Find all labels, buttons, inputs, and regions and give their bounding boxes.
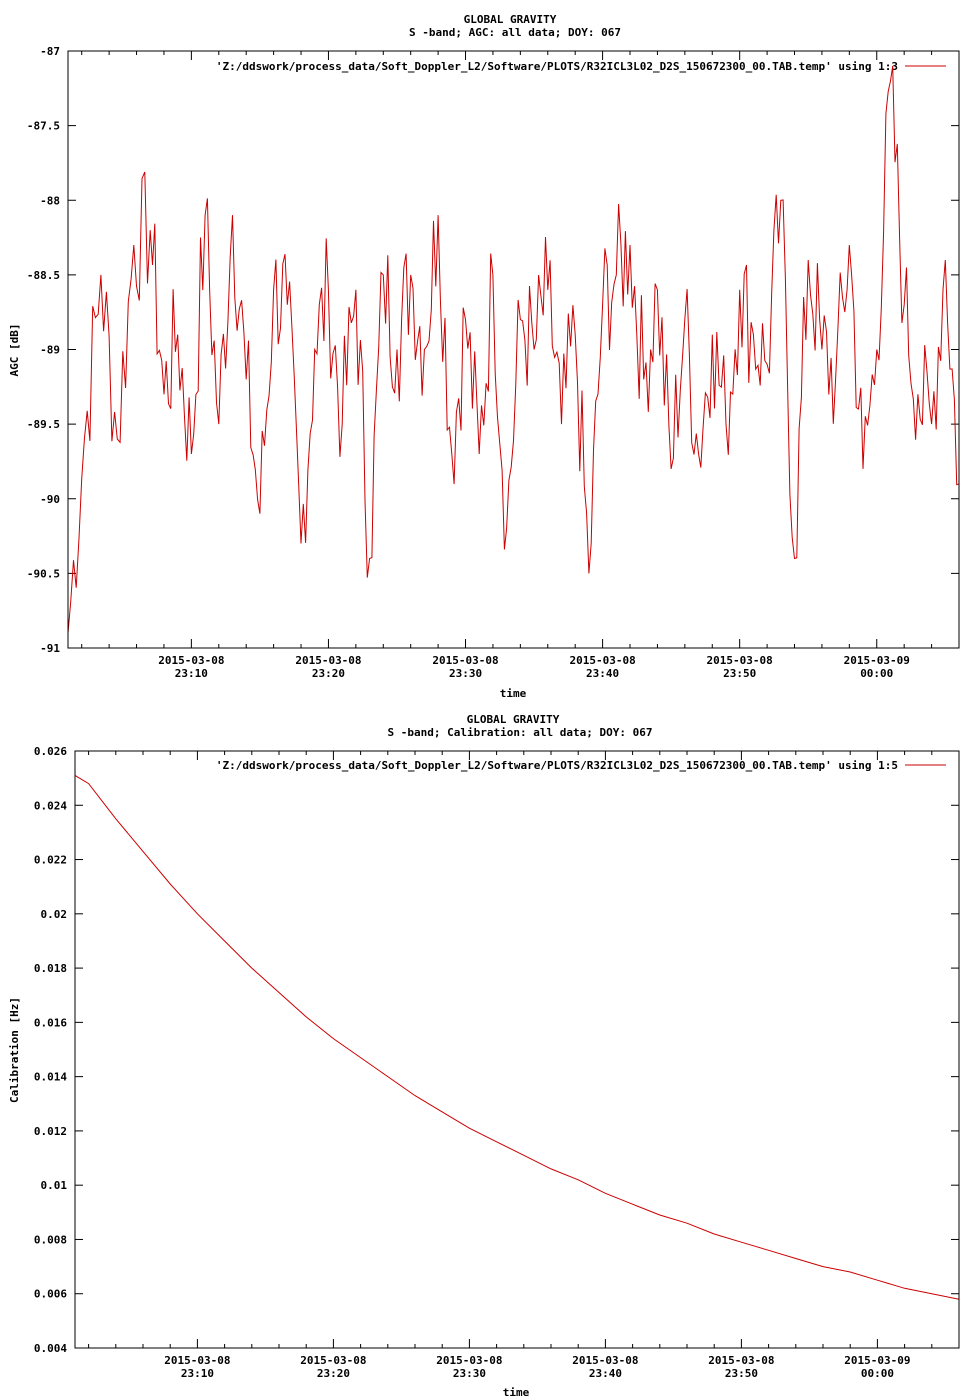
x-tick-date: 2015-03-08 xyxy=(572,1354,638,1367)
y-tick-label: -88 xyxy=(40,194,60,207)
x-tick-time: 23:40 xyxy=(589,1367,622,1380)
x-tick-group: 2015-03-0823:102015-03-0823:202015-03-08… xyxy=(88,751,960,1380)
x-tick-time: 00:00 xyxy=(860,667,893,680)
chart-title: GLOBAL GRAVITY xyxy=(467,713,560,726)
series-line xyxy=(67,65,960,634)
x-tick-time: 00:00 xyxy=(861,1367,894,1380)
x-tick-date: 2015-03-08 xyxy=(164,1354,230,1367)
x-tick-time: 23:20 xyxy=(312,667,345,680)
y-tick-label: 0.008 xyxy=(34,1233,67,1246)
y-tick-label: 0.01 xyxy=(41,1179,68,1192)
x-tick-date: 2015-03-08 xyxy=(569,654,635,667)
y-tick-group: 0.026 0.024 0.022 0.02 0.018 0.016 0.014 0.012 0… xyxy=(34,745,959,1355)
legend-label: 'Z:/ddswork/process_data/Soft_Doppler_L2… xyxy=(216,759,898,772)
y-tick-label: -89.5 xyxy=(27,418,60,431)
x-tick-date: 2015-03-09 xyxy=(844,1354,910,1367)
legend-label: 'Z:/ddswork/process_data/Soft_Doppler_L2… xyxy=(216,60,898,73)
y-tick-label: 0.016 xyxy=(34,1016,67,1029)
y-tick-label: 0.018 xyxy=(34,962,67,975)
y-tick-label: -88.5 xyxy=(27,269,60,282)
agc-chart: GLOBAL GRAVITY S -band; AGC: all data; D… xyxy=(8,13,960,700)
chart-subtitle: S -band; Calibration: all data; DOY: 067 xyxy=(388,726,653,739)
x-tick-date: 2015-03-08 xyxy=(158,654,224,667)
y-tick-label: 0.006 xyxy=(34,1288,67,1301)
plot-frame xyxy=(74,750,960,1349)
y-tick-label: 0.004 xyxy=(34,1342,67,1355)
x-tick-date: 2015-03-09 xyxy=(844,654,910,667)
y-tick-label: -87 xyxy=(40,45,60,58)
y-tick-label: 0.012 xyxy=(34,1125,67,1138)
x-tick-date: 2015-03-08 xyxy=(436,1354,502,1367)
x-tick-time: 23:40 xyxy=(586,667,619,680)
x-tick-date: 2015-03-08 xyxy=(295,654,361,667)
x-tick-time: 23:50 xyxy=(723,667,756,680)
y-tick-label: 0.024 xyxy=(34,799,67,812)
y-axis-label: AGC [dB] xyxy=(8,324,21,377)
x-axis-label: time xyxy=(503,1386,530,1399)
plot-frame xyxy=(67,50,960,649)
x-axis-label: time xyxy=(500,687,527,700)
y-tick-label: 0.02 xyxy=(41,908,68,921)
x-tick-group: 2015-03-0823:102015-03-0823:202015-03-08… xyxy=(81,51,960,680)
x-tick-time: 23:10 xyxy=(175,667,208,680)
x-tick-date: 2015-03-08 xyxy=(432,654,498,667)
x-tick-time: 23:20 xyxy=(317,1367,350,1380)
chart-subtitle: S -band; AGC: all data; DOY: 067 xyxy=(409,26,621,39)
y-tick-label: -87.5 xyxy=(27,120,60,133)
y-tick-label: 0.026 xyxy=(34,745,67,758)
x-tick-date: 2015-03-08 xyxy=(708,1354,774,1367)
y-tick-label: -89 xyxy=(40,344,60,357)
y-tick-group: -87 -87.5 -88 -88.5 -89 -89.5 -90 -90.5 -91 xyxy=(27,45,959,655)
calibration-chart: GLOBAL GRAVITY S -band; Calibration: all… xyxy=(8,713,960,1399)
x-tick-time: 23:30 xyxy=(449,667,482,680)
y-axis-label: Calibration [Hz] xyxy=(8,997,21,1103)
y-tick-label: 0.022 xyxy=(34,854,67,867)
x-tick-date: 2015-03-08 xyxy=(300,1354,366,1367)
y-tick-label: -91 xyxy=(40,642,60,655)
x-tick-time: 23:10 xyxy=(181,1367,214,1380)
y-tick-label: 0.014 xyxy=(34,1071,67,1084)
series-line xyxy=(74,774,960,1300)
x-tick-date: 2015-03-08 xyxy=(707,654,773,667)
x-tick-time: 23:50 xyxy=(725,1367,758,1380)
y-tick-label: -90.5 xyxy=(27,567,60,580)
x-tick-time: 23:30 xyxy=(453,1367,486,1380)
y-tick-label: -90 xyxy=(40,493,60,506)
chart-title: GLOBAL GRAVITY xyxy=(464,13,557,26)
